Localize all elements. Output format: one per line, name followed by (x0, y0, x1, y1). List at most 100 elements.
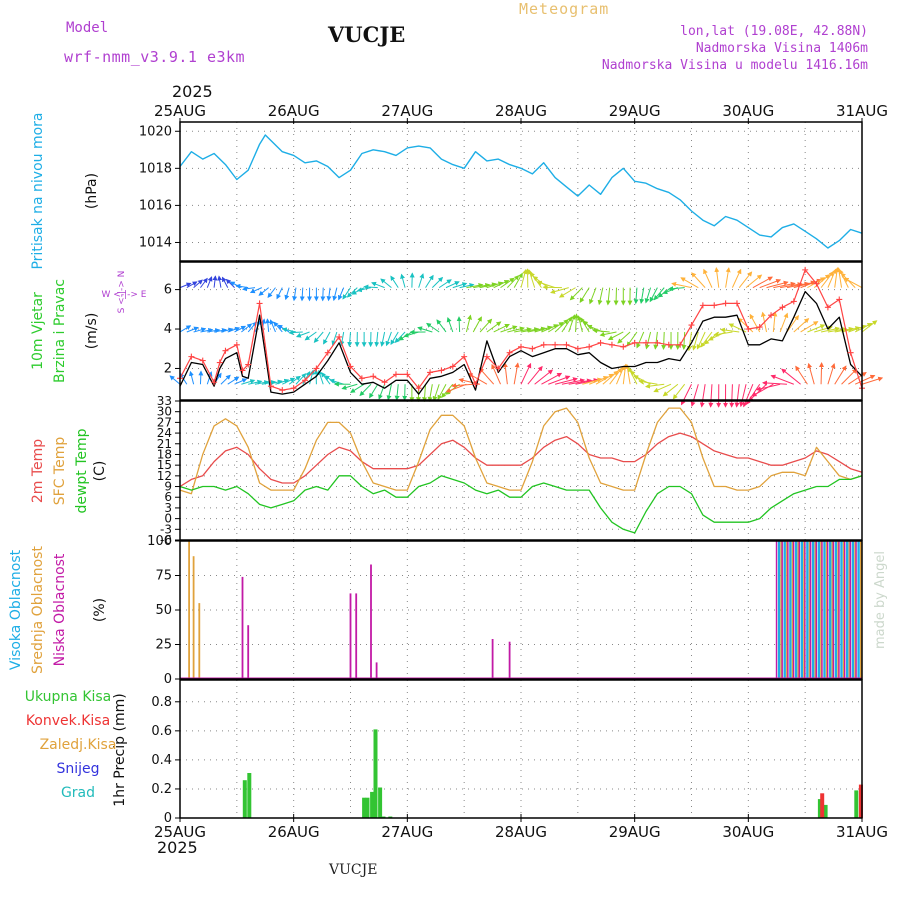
station-title: VUCJE (328, 22, 406, 47)
wind-arrow (737, 317, 754, 333)
wind-arrow (220, 374, 231, 385)
cloud-bar (825, 541, 828, 679)
y-tick-label-precip: 0.8 (151, 695, 172, 710)
wind-arrow (644, 331, 652, 350)
wind-arrow (337, 287, 345, 301)
precip-bar (823, 804, 828, 818)
temp-axis-title-3: dewpt Temp (74, 428, 90, 513)
wind-gust-marker (733, 300, 740, 307)
wind-arrow (548, 321, 565, 333)
wind-arrow (479, 367, 495, 385)
credit-watermark: made by Angel (873, 551, 888, 649)
wind-arrow (427, 384, 433, 402)
wind-arrow (465, 314, 472, 333)
wind-arrow (589, 287, 597, 305)
cloud-bar (192, 556, 195, 679)
wind-arrow (326, 287, 332, 302)
wind-arrow (193, 327, 207, 333)
cloud-bar (854, 541, 856, 679)
wind-arrow (668, 286, 685, 292)
y-tick-label-temperature: 6 (164, 490, 172, 504)
x-tick-label-bottom: 26AUG (268, 823, 320, 841)
wind-arrow (639, 287, 645, 304)
cloud-bar (804, 541, 806, 679)
cloud-bar (800, 541, 803, 679)
cloud-bar (247, 625, 250, 679)
wind-arrow (436, 319, 447, 333)
wind-arrow (834, 326, 854, 333)
y-tick-label-temperature: 18 (157, 447, 172, 461)
wind-arrow (714, 267, 720, 288)
wind-arrow (520, 268, 528, 288)
x-tick-label-bottom: 31AUG (836, 823, 888, 841)
wind-arrow (282, 377, 296, 385)
x-tick-label-top: 31AUG (836, 102, 888, 120)
x-tick-label-top: 25AUG (154, 102, 206, 120)
y-tick-label-temperature: 21 (157, 437, 172, 451)
wind-arrow (235, 283, 249, 289)
wind-gust-marker (802, 266, 809, 273)
cloud-bar (849, 541, 852, 679)
wind-arrow (426, 322, 440, 333)
wind-arrow (390, 331, 399, 346)
wind-gust-marker (506, 349, 513, 356)
wind-gust-marker (313, 365, 320, 372)
temperature-series-0 (179, 432, 863, 488)
model-label: Model (66, 20, 109, 36)
wind-gust-marker (768, 312, 775, 319)
wind-arrow (800, 278, 822, 289)
wind-arrow (854, 323, 873, 333)
cloud-bar (787, 541, 789, 679)
wind-arrow (356, 287, 372, 293)
wind-arrow (589, 376, 609, 385)
y-tick-label-temperature: -6 (160, 533, 172, 547)
wind-arrow (179, 282, 192, 289)
cloud-bar (508, 641, 511, 679)
wind-arrow (599, 331, 617, 337)
x-tick-label-top: 26AUG (268, 102, 320, 120)
cloud-bar (370, 564, 372, 679)
wind-arrow (200, 327, 214, 333)
wind-gust-marker (779, 304, 786, 311)
wind-gust-marker (302, 377, 309, 384)
wind-arrow (827, 363, 836, 385)
cloud-bar (834, 541, 838, 679)
wind-gust-marker (529, 345, 536, 352)
wind-arrow (479, 282, 497, 289)
wind-arrow (217, 275, 223, 288)
wind-arrow (609, 367, 623, 385)
cloud-bar (811, 541, 815, 679)
wind-arrow (299, 287, 305, 302)
wind-arrow (827, 327, 847, 333)
wind-gust-marker (745, 326, 752, 333)
x-tick-label-top: 28AUG (495, 102, 547, 120)
wind-arrow (848, 324, 867, 333)
y-tick-label-temperature: 33 (157, 394, 172, 408)
wind-gust-marker (483, 353, 490, 360)
wind-arrow (513, 362, 520, 385)
wind-arrow (807, 362, 815, 385)
wind-gust-marker (336, 333, 343, 340)
y-tick-label-precip: 0.6 (151, 724, 172, 739)
y-tick-label-pressure: 1020 (139, 124, 172, 139)
wind-arrow (582, 377, 603, 385)
wind-arrow (394, 384, 400, 401)
model-name: wrf-nmm_v3.9.1 e3km (64, 48, 246, 66)
wind-arrow (422, 384, 428, 403)
wind-arrow (536, 280, 556, 289)
wind-arrow (206, 276, 213, 288)
wind-arrow (329, 378, 344, 385)
wind-arrow (302, 371, 311, 385)
wind-arrow (227, 376, 240, 385)
precip-bar (370, 791, 375, 818)
wind-gust-marker (279, 387, 286, 394)
wind-arrow (500, 325, 518, 333)
temp-axis-title-2: SFC Temp (52, 437, 68, 506)
model-altitude-label: Nadmorska Visina u modelu 1416.16m (601, 58, 868, 73)
wind-arrow (258, 287, 269, 296)
wind-gust-marker (847, 349, 854, 356)
panel-frame-temperature (179, 400, 863, 541)
wind-unit: (m/s) (84, 313, 100, 350)
wind-arrow (644, 287, 652, 304)
wind-arrow (827, 268, 837, 288)
